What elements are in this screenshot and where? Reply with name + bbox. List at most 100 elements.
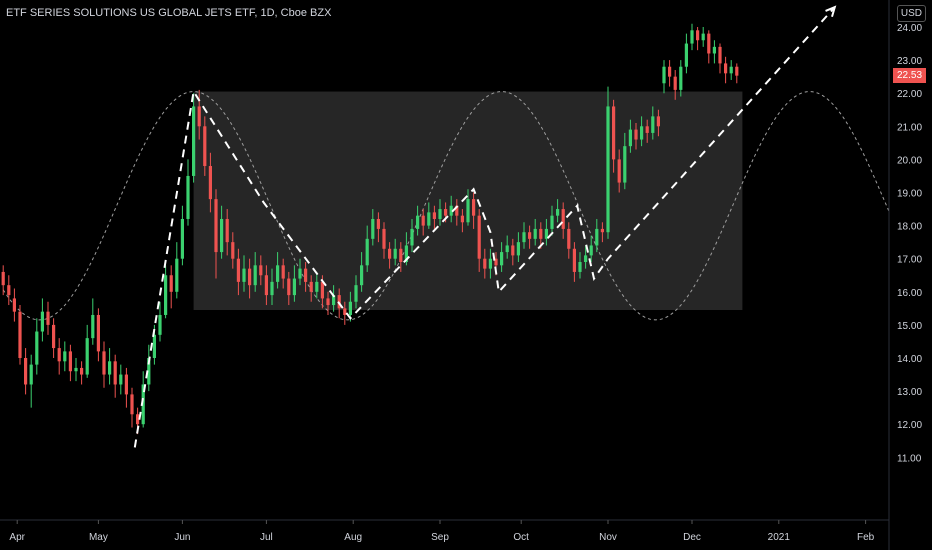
candle[interactable] [617,149,621,193]
candle[interactable] [460,209,464,233]
candle[interactable] [113,354,117,398]
candle[interactable] [332,285,336,312]
candle[interactable] [343,301,347,325]
candle[interactable] [124,367,128,408]
candle[interactable] [326,291,330,315]
candle[interactable] [365,225,369,272]
candle[interactable] [595,218,599,253]
candle[interactable] [52,318,56,358]
candle[interactable] [483,248,487,279]
candle[interactable] [421,209,425,236]
candle[interactable] [393,238,397,266]
candle[interactable] [287,271,291,306]
candle[interactable] [589,235,593,263]
candle[interactable] [281,258,285,289]
candle[interactable] [628,119,632,153]
candle[interactable] [645,119,649,143]
candle[interactable] [651,106,655,140]
candle[interactable] [12,288,16,322]
candle[interactable] [388,242,392,269]
candle[interactable] [668,60,672,87]
candle[interactable] [712,40,716,64]
candle[interactable] [679,60,683,97]
candle[interactable] [533,218,537,246]
candle[interactable] [432,205,436,229]
candle[interactable] [192,93,196,183]
candle[interactable] [488,248,492,279]
candle[interactable] [477,209,481,272]
candle[interactable] [550,205,554,236]
candle[interactable] [348,291,352,322]
candle[interactable] [276,252,280,289]
candle[interactable] [309,275,313,302]
candle[interactable] [701,27,705,47]
candle[interactable] [24,348,28,395]
candle[interactable] [662,60,666,94]
candle[interactable] [225,209,229,256]
candle[interactable] [410,218,414,253]
candle[interactable] [399,242,403,272]
candle[interactable] [584,245,588,269]
candle[interactable] [119,364,123,395]
candle[interactable] [690,23,694,51]
candle[interactable] [270,268,274,306]
candle[interactable] [259,255,263,286]
candle[interactable] [623,132,627,190]
candle[interactable] [718,43,722,74]
candle[interactable] [382,222,386,259]
candle[interactable] [214,189,218,279]
candle[interactable] [696,27,700,51]
candle[interactable] [180,205,184,266]
candle[interactable] [600,222,604,243]
candle[interactable] [1,265,5,296]
candle[interactable] [29,354,33,408]
candle[interactable] [91,298,95,345]
candle[interactable] [522,222,526,249]
candle[interactable] [35,318,39,375]
candle[interactable] [108,348,112,385]
candle[interactable] [85,324,89,378]
candle[interactable] [640,116,644,147]
candle[interactable] [74,358,78,382]
candle[interactable] [220,205,224,259]
candle[interactable] [18,305,22,365]
candle[interactable] [606,86,610,239]
candle[interactable] [236,248,240,296]
price-axis[interactable]: 11.00 12.00 13.00 14.00 15.00 16.00 17.00 18.00… [897,23,922,464]
candle[interactable] [612,99,616,173]
candle[interactable] [572,242,576,282]
candle[interactable] [371,209,375,246]
candle[interactable] [46,301,50,335]
candle[interactable] [158,301,162,342]
candle[interactable] [567,222,571,259]
candle[interactable] [516,232,520,263]
candle[interactable] [102,341,106,388]
candle[interactable] [500,242,504,272]
candle[interactable] [466,189,470,226]
candle[interactable] [315,271,319,299]
candle[interactable] [455,199,459,226]
candle[interactable] [707,30,711,64]
candle[interactable] [578,252,582,279]
candle[interactable] [242,255,246,292]
candle[interactable] [7,275,11,306]
candle[interactable] [164,265,168,319]
candle[interactable] [735,63,739,84]
candle[interactable] [130,387,134,428]
candle[interactable] [528,225,532,249]
candle[interactable] [354,275,358,309]
candle[interactable] [169,265,173,309]
candle[interactable] [544,218,548,246]
candle[interactable] [724,56,728,84]
candle[interactable] [360,252,364,292]
candle[interactable] [511,238,515,266]
candle[interactable] [57,338,61,375]
candle[interactable] [634,122,638,150]
candle[interactable] [264,265,268,306]
candle[interactable] [438,199,442,226]
candle[interactable] [96,308,100,362]
candle[interactable] [505,235,509,259]
time-axis[interactable]: Apr May Jun Jul Aug Sep Oct Nov Dec 2021 Feb [9,520,875,543]
candle[interactable] [231,232,235,269]
